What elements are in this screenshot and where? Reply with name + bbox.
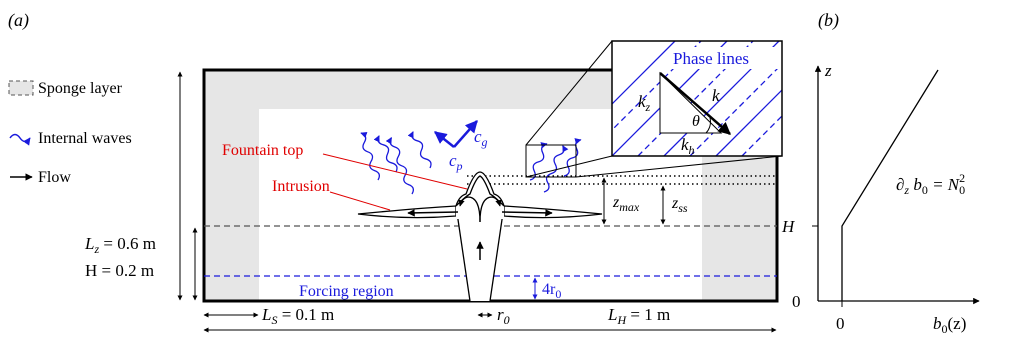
fountain-top-leader: [322, 153, 468, 190]
Lz-label: Lz = 0.6 m: [84, 234, 156, 256]
H-label: H = 0.2 m: [85, 261, 154, 280]
panel-b-plot: z H 0 0 b0(z) ∂z b0 = N02: [781, 61, 980, 336]
phase-line-solid-1: [612, 41, 676, 105]
inset-border: [611, 40, 783, 157]
theta-arc: [705, 117, 711, 134]
intrusion-label: Intrusion: [272, 178, 330, 195]
outflow-right-arrow-icon: [501, 209, 553, 217]
legend: Sponge layer Internal waves Flow: [8, 80, 132, 186]
panel-b-label: (b): [818, 10, 839, 31]
phase-line-dashed-3: [689, 63, 782, 156]
recirc-right-arrow-icon: [479, 196, 502, 223]
phase-lines-inset: Phase lines θ k kz kh: [611, 40, 783, 157]
phase-lines-label: Phase lines: [673, 49, 749, 68]
wavevector-triangle: [659, 71, 723, 134]
red-annotations: Fountain top Intrusion: [222, 142, 468, 211]
zoom-source-box: [525, 144, 577, 178]
k-vector-arrow-icon: [659, 72, 731, 135]
zmax-label: zmax: [612, 194, 640, 214]
legend-flow-label: Flow: [38, 169, 71, 186]
r0-label: r0: [497, 305, 510, 327]
intrusion-left: [357, 205, 457, 219]
panel-a-label: (a): [8, 10, 29, 31]
zoom-connector-3: [575, 155, 783, 178]
height-markers: zmax zss: [601, 177, 688, 225]
z-axis-label: z: [824, 61, 832, 80]
vertical-dimensions: Lz = 0.6 m H = 0.2 m: [84, 71, 198, 301]
horizontal-dimensions: LS = 0.1 m r0 LH = 1 m: [203, 305, 777, 333]
wave-2-icon: [373, 135, 398, 173]
b0-profile-line: [841, 69, 939, 301]
H-tick-label: H: [781, 217, 796, 236]
recirc-left-arrow-icon: [458, 196, 481, 223]
zero-x-label: 0: [836, 314, 845, 333]
zss-label: zss: [671, 195, 688, 215]
LS-label: LS = 0.1 m: [261, 305, 334, 327]
legend-sponge-label: Sponge layer: [38, 80, 123, 97]
fountain-column: [455, 171, 505, 302]
k-label: k: [712, 86, 720, 105]
four-r0-label: 4r0: [542, 281, 561, 301]
zoom-connector-1: [525, 40, 613, 146]
fountain: [357, 171, 603, 302]
outflow-left-arrow-icon: [407, 209, 459, 217]
velocity-arrows: cg cp: [434, 120, 488, 173]
intrusion-leader: [329, 191, 391, 211]
LH-label: LH = 1 m: [607, 305, 670, 327]
kz-label: kz: [638, 92, 651, 114]
kh-label: kh: [681, 135, 695, 157]
zoom-indicator: [525, 40, 783, 178]
cp-label: cp: [449, 151, 463, 173]
phase-lines-label-bg: [671, 47, 781, 69]
wave-legend-icon: [9, 133, 31, 146]
wave-1-icon: [360, 131, 381, 181]
legend-waves-label: Internal waves: [38, 130, 132, 147]
forcing-region-label: Forcing region: [299, 283, 394, 300]
cg-label: cg: [474, 127, 488, 149]
cg-arrow-icon: [453, 120, 478, 148]
wave-4-icon: [407, 131, 432, 169]
fountain-cap: [455, 175, 505, 207]
zoom-connector-2: [525, 155, 613, 178]
zero-y-label: 0: [792, 292, 801, 311]
stratification-equation: ∂z b0 = N02: [896, 171, 965, 197]
theta-label: θ: [692, 113, 700, 130]
b0-axis-label: b0(z): [933, 314, 966, 336]
phase-line-solid-4: [715, 89, 782, 156]
wave-3-icon: [385, 137, 415, 195]
fountain-top-label: Fountain top: [222, 142, 303, 159]
cp-arrow-icon: [434, 131, 455, 148]
sponge-legend-swatch: [8, 80, 34, 96]
